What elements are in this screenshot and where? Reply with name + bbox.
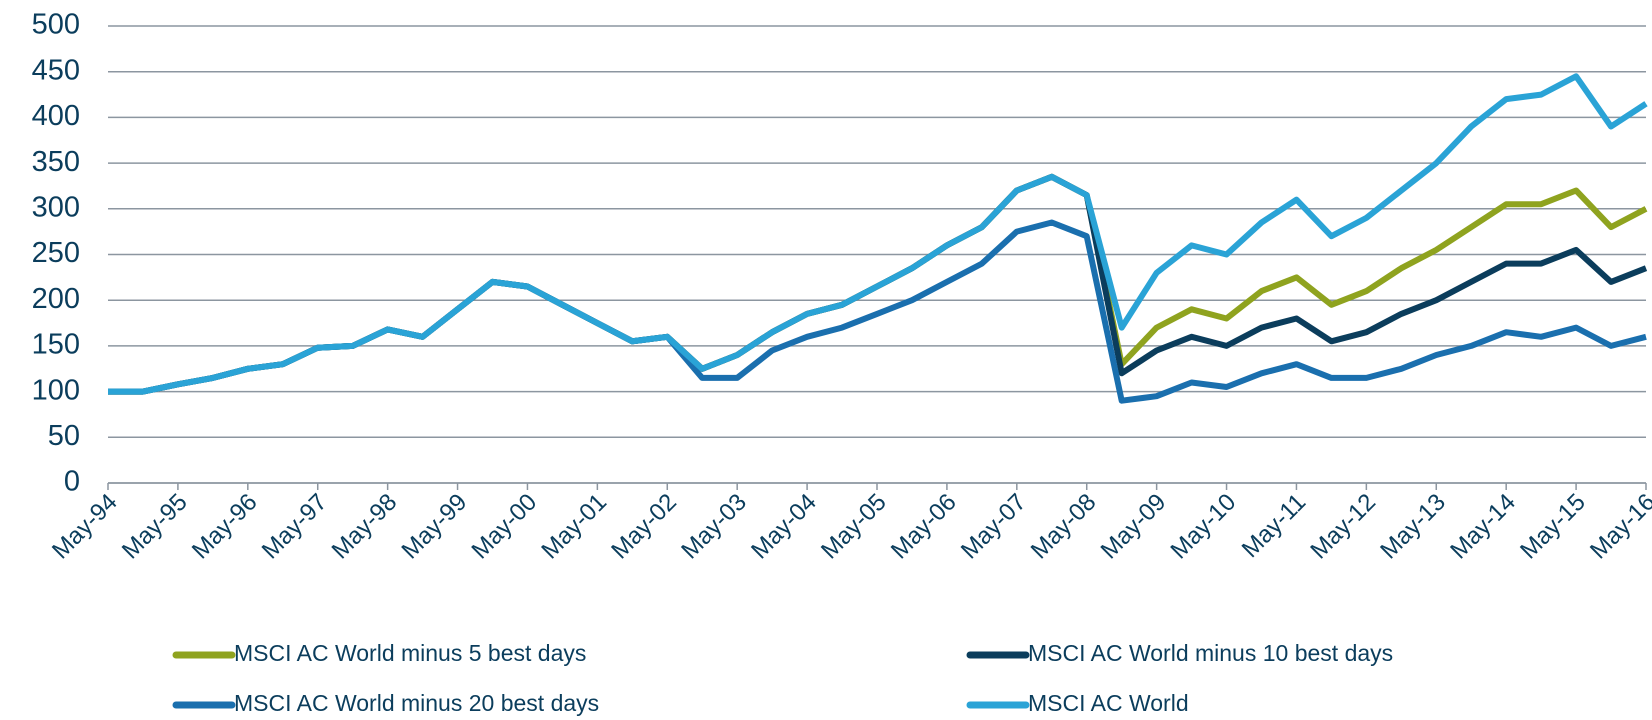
x-tick-label: May-14	[1445, 489, 1521, 565]
y-tick-label: 50	[48, 420, 80, 452]
x-tick-label: May-96	[187, 489, 263, 565]
x-tick-label: May-04	[746, 489, 822, 565]
legend-label: MSCI AC World minus 20 best days	[234, 690, 599, 716]
x-tick-label: May-13	[1375, 489, 1451, 565]
x-tick-label: May-94	[47, 489, 123, 565]
y-tick-label: 350	[32, 146, 80, 178]
y-tick-label: 200	[32, 283, 80, 315]
x-tick-label: May-97	[257, 489, 333, 565]
x-tick-label: May-01	[536, 489, 612, 565]
y-tick-label: 500	[32, 9, 80, 41]
x-tick-label: May-00	[467, 489, 543, 565]
y-tick-label: 100	[32, 374, 80, 406]
y-tick-label: 150	[32, 329, 80, 361]
x-tick-label: May-05	[816, 489, 892, 565]
x-tick-label: May-11	[1237, 489, 1311, 563]
x-tick-label: May-16	[1585, 489, 1652, 565]
x-tick-label: May-98	[327, 489, 403, 565]
x-tick-label: May-10	[1166, 489, 1242, 565]
x-tick-label: May-06	[886, 489, 962, 565]
x-tick-label: May-95	[117, 489, 193, 565]
x-tick-label: May-08	[1026, 489, 1102, 565]
x-tick-label: May-03	[676, 489, 752, 565]
x-tick-label: May-09	[1096, 489, 1172, 565]
x-tick-label: May-07	[956, 489, 1032, 565]
x-tick-label: May-99	[397, 489, 473, 565]
y-tick-label: 450	[32, 54, 80, 86]
x-tick-label: May-12	[1305, 489, 1381, 565]
x-tick-label: May-15	[1515, 489, 1591, 565]
x-tick-label: May-02	[606, 489, 682, 565]
legend-label: MSCI AC World minus 5 best days	[234, 640, 586, 666]
y-tick-label: 300	[32, 191, 80, 223]
legend-label: MSCI AC World	[1028, 690, 1189, 716]
y-tick-label: 400	[32, 100, 80, 132]
legend-label: MSCI AC World minus 10 best days	[1028, 640, 1393, 666]
y-tick-label: 250	[32, 237, 80, 269]
series-line	[108, 73, 1648, 395]
y-tick-label: 0	[64, 466, 80, 498]
